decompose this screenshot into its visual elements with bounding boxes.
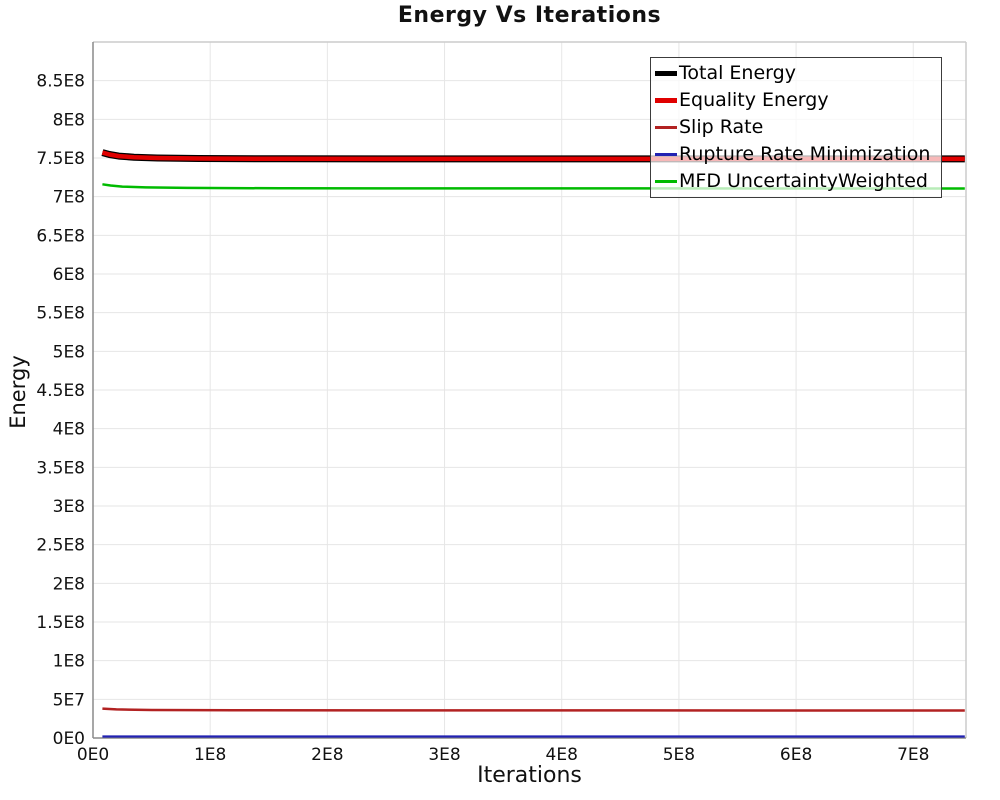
y-tick-label: 8.5E8 [36,72,85,92]
legend-label: Total Energy [679,62,796,84]
legend-item: Total Energy [655,60,941,87]
x-axis-title: Iterations [477,763,582,788]
x-tick-label: 1E8 [194,745,226,765]
x-tick-label: 6E8 [780,745,812,765]
y-tick-label: 6.5E8 [36,226,85,246]
y-tick-label: 2.5E8 [36,536,85,556]
y-tick-label: 7.5E8 [36,149,85,169]
legend-swatch [655,98,677,103]
x-tick-label: 0E0 [77,745,109,765]
legend-label: Slip Rate [679,116,764,138]
series-line-slip-rate [102,707,965,712]
y-tick-label: 5.5E8 [36,304,85,324]
y-tick-label: 7E8 [53,188,85,208]
series-line-equality-energy [101,150,965,162]
y-axis-title: Energy [6,355,30,429]
x-tick-label: 2E8 [311,745,343,765]
y-tick-label: 1.5E8 [36,613,85,633]
y-tick-label: 0E0 [53,729,85,749]
x-tick-label: 3E8 [428,745,460,765]
legend-swatch [655,180,677,183]
legend-item: MFD UncertaintyWeighted [655,168,941,195]
legend-swatch [655,153,677,156]
legend-label: Rupture Rate Minimization [679,143,931,165]
y-tick-label: 4E8 [53,420,85,440]
y-tick-label: 3E8 [53,497,85,517]
x-tick-label: 7E8 [897,745,929,765]
legend: Total Energy Equality Energy Slip Rate Rupt… [650,57,942,198]
chart-title: Energy Vs Iterations [397,3,662,28]
y-tick-label: 1E8 [53,652,85,672]
x-tick-label: 5E8 [663,745,695,765]
y-tick-label: 4.5E8 [36,381,85,401]
legend-label: MFD UncertaintyWeighted [679,170,928,192]
y-tick-label: 5E8 [53,342,85,362]
legend-item: Slip Rate [655,114,941,141]
legend-swatch [655,71,677,76]
x-tick-label: 4E8 [546,745,578,765]
y-tick-label: 3.5E8 [36,458,85,478]
legend-item: Rupture Rate Minimization [655,141,941,168]
y-tick-label: 2E8 [53,574,85,594]
y-tick-label: 8E8 [53,110,85,130]
legend-swatch [655,126,677,129]
y-tick-label: 6E8 [53,265,85,285]
y-tick-label: 5E7 [53,690,85,710]
legend-label: Equality Energy [679,89,829,111]
legend-item: Equality Energy [655,87,941,114]
series-line-mfd-uncertaintyweighted [102,183,965,190]
